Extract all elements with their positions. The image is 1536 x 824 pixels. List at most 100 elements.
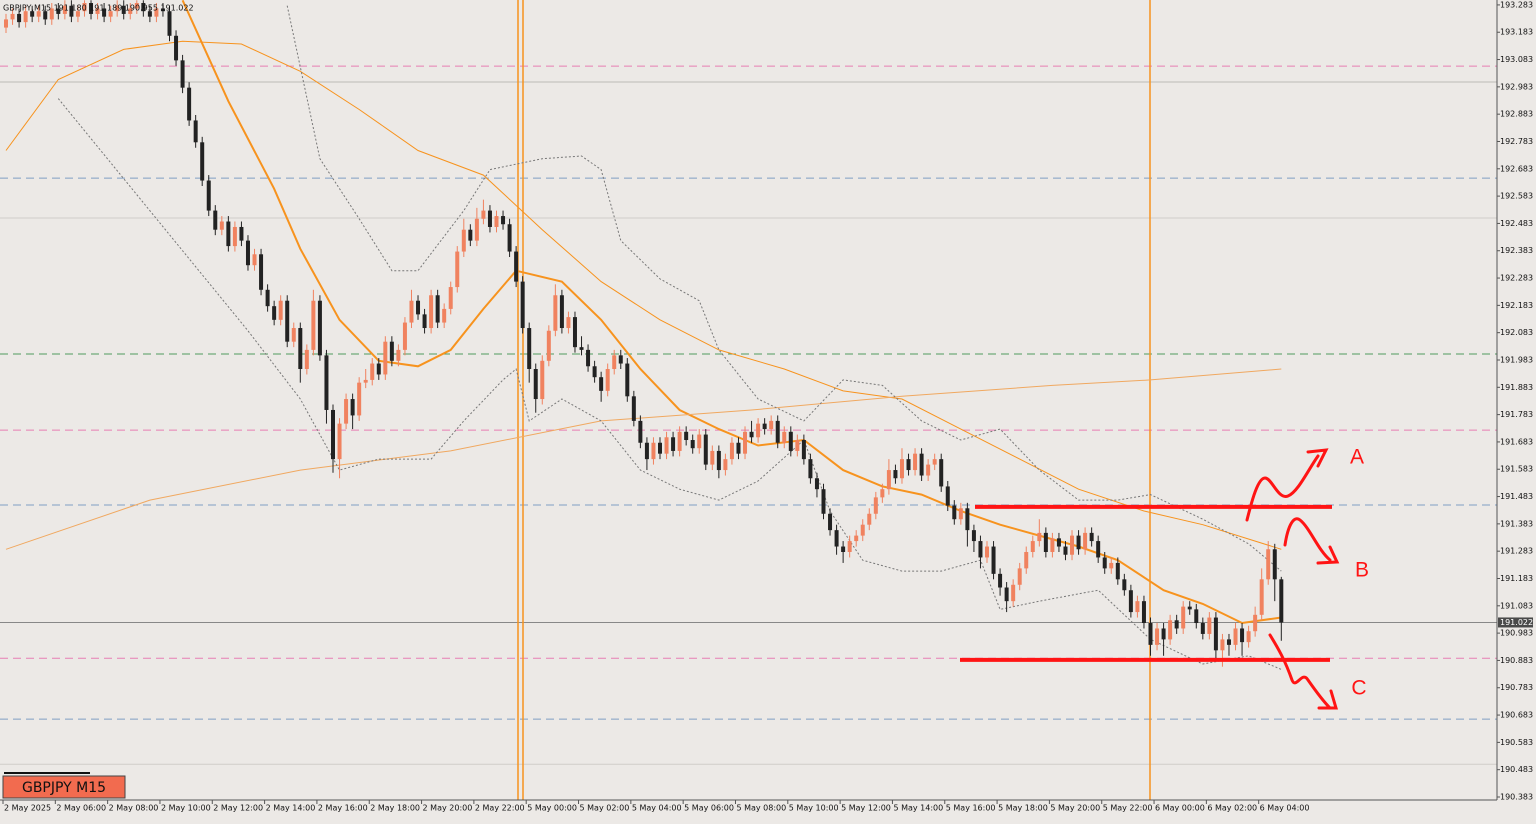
candle-body xyxy=(769,420,774,430)
candle-body xyxy=(259,254,264,290)
candle-body xyxy=(723,459,728,471)
y-tick-label: 192.083 xyxy=(1500,328,1533,337)
annotation: C xyxy=(1351,677,1366,700)
candle-body xyxy=(252,254,257,266)
candle-body xyxy=(651,442,656,460)
candle-body xyxy=(422,314,427,329)
candle-body xyxy=(638,420,643,443)
candle-body xyxy=(304,349,309,369)
y-tick-label: 191.483 xyxy=(1500,492,1533,501)
candle-body xyxy=(775,420,780,443)
candle-body xyxy=(147,11,152,17)
y-tick-label: 191.783 xyxy=(1500,410,1533,419)
candle-body xyxy=(311,300,316,350)
candle-body xyxy=(527,328,532,369)
candle-body xyxy=(206,180,211,211)
candle-body xyxy=(95,8,100,14)
candle-body xyxy=(1226,639,1231,645)
candle-body xyxy=(671,437,676,451)
price-axis-bg xyxy=(1497,0,1536,820)
candle-body xyxy=(913,453,918,471)
candle-body xyxy=(1056,538,1061,547)
candle-body xyxy=(49,8,54,20)
x-tick-label: 5 May 22:00 xyxy=(1103,804,1153,813)
candle-body xyxy=(265,289,270,307)
candle-body xyxy=(1207,617,1212,634)
candle-body xyxy=(893,470,898,479)
x-tick-label: 2 May 22:00 xyxy=(475,804,525,813)
x-tick-label: 2 May 2025 xyxy=(4,804,51,813)
candle-body xyxy=(599,377,604,391)
candle-body xyxy=(1181,606,1186,629)
candle-body xyxy=(1070,535,1075,555)
candle-body xyxy=(487,210,492,227)
candle-body xyxy=(1213,617,1218,651)
candle-body xyxy=(1030,541,1035,552)
candle-body xyxy=(75,11,80,17)
candle-body xyxy=(1063,546,1068,555)
candle-body xyxy=(605,368,610,391)
y-tick-label: 192.483 xyxy=(1500,219,1533,228)
y-tick-label: 191.283 xyxy=(1500,547,1533,556)
candle-body xyxy=(409,300,414,323)
candle-body xyxy=(867,513,872,525)
y-tick-label: 190.783 xyxy=(1500,683,1533,692)
candle-body xyxy=(703,434,708,465)
candle-body xyxy=(507,224,512,252)
candle-body xyxy=(232,226,237,247)
x-tick-label: 2 May 16:00 xyxy=(318,804,368,813)
candle-body xyxy=(1155,628,1160,645)
candle-body xyxy=(592,366,597,378)
candle-body xyxy=(23,11,28,23)
y-tick-label: 192.883 xyxy=(1500,110,1533,119)
candle-body xyxy=(795,440,800,451)
candle-body xyxy=(435,295,440,323)
candle-body xyxy=(847,541,852,552)
y-tick-label: 193.083 xyxy=(1500,55,1533,64)
x-tick-label: 2 May 10:00 xyxy=(161,804,211,813)
x-tick-label: 2 May 08:00 xyxy=(109,804,159,813)
indicator-lines xyxy=(5,0,1282,670)
candle-body xyxy=(429,295,434,329)
candle-body xyxy=(586,349,591,367)
candle-body xyxy=(860,524,865,536)
candle-body xyxy=(821,489,826,514)
x-tick-label: 5 May 06:00 xyxy=(684,804,734,813)
candle-body xyxy=(121,5,126,14)
candle-body xyxy=(710,450,715,465)
candle-body xyxy=(1233,628,1238,645)
candle-body xyxy=(1128,590,1133,613)
candle-body xyxy=(383,341,388,375)
candle-body xyxy=(154,8,159,17)
arrow-head xyxy=(1306,448,1329,468)
candle-body xyxy=(978,541,983,558)
candle-body xyxy=(677,431,682,451)
candle-body xyxy=(448,287,453,309)
candle-body xyxy=(298,328,303,369)
candle-body xyxy=(324,355,329,410)
candle-body xyxy=(396,349,401,361)
support-resistance xyxy=(960,504,1332,662)
y-tick-label: 190.483 xyxy=(1500,765,1533,774)
arrow-c xyxy=(1268,633,1332,710)
candle-body xyxy=(134,3,139,9)
candle-body xyxy=(1096,541,1101,558)
x-tick-label: 2 May 20:00 xyxy=(423,804,473,813)
x-tick-label: 5 May 08:00 xyxy=(736,804,786,813)
candle-body xyxy=(906,459,911,471)
candle-body xyxy=(697,434,702,449)
candle-body xyxy=(899,459,904,479)
y-tick-label: 192.683 xyxy=(1500,164,1533,173)
candle-body xyxy=(1109,562,1114,569)
candle-body xyxy=(998,573,1003,588)
candle-body xyxy=(939,459,944,487)
candle-body xyxy=(344,399,349,424)
candle-body xyxy=(1135,601,1140,613)
candle-body xyxy=(991,546,996,574)
candle-body xyxy=(743,431,748,454)
candle-body xyxy=(1122,579,1127,591)
y-tick-label: 192.283 xyxy=(1500,274,1533,283)
candle-body xyxy=(762,423,767,430)
